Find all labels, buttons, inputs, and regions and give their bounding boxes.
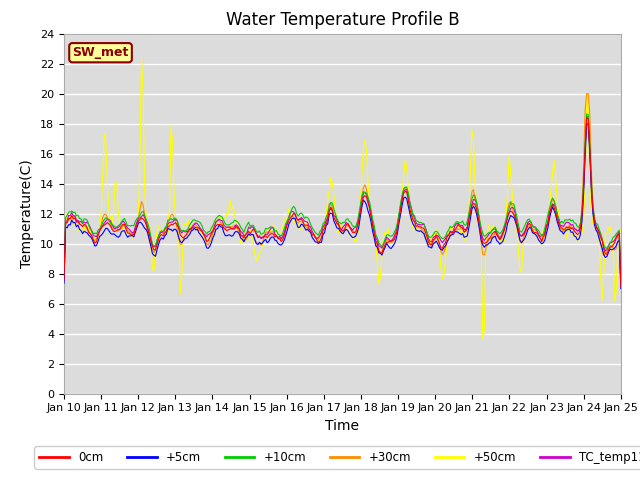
0cm bbox=[583, 115, 591, 120]
+30cm bbox=[583, 91, 591, 96]
+5cm bbox=[129, 232, 136, 238]
+50cm bbox=[129, 235, 136, 241]
+10cm bbox=[588, 178, 595, 183]
TC_temp11 bbox=[254, 234, 262, 240]
+50cm bbox=[60, 224, 68, 230]
Line: +50cm: +50cm bbox=[64, 57, 621, 338]
+50cm bbox=[255, 251, 263, 256]
+5cm bbox=[583, 121, 591, 127]
Legend: 0cm, +5cm, +10cm, +30cm, +50cm, TC_temp11: 0cm, +5cm, +10cm, +30cm, +50cm, TC_temp1… bbox=[35, 446, 640, 469]
+10cm bbox=[60, 274, 68, 280]
TC_temp11 bbox=[226, 224, 234, 230]
+5cm bbox=[244, 231, 252, 237]
+5cm bbox=[617, 286, 625, 291]
TC_temp11 bbox=[60, 277, 68, 283]
Title: Water Temperature Profile B: Water Temperature Profile B bbox=[225, 11, 460, 29]
0cm bbox=[226, 226, 234, 232]
0cm bbox=[588, 182, 595, 188]
+30cm bbox=[244, 231, 252, 237]
+50cm bbox=[305, 230, 313, 236]
+30cm bbox=[226, 224, 234, 229]
0cm bbox=[244, 228, 252, 234]
+10cm bbox=[254, 229, 262, 235]
Y-axis label: Temperature(C): Temperature(C) bbox=[20, 159, 35, 268]
+30cm bbox=[129, 230, 136, 236]
0cm bbox=[60, 276, 68, 282]
Line: +30cm: +30cm bbox=[64, 94, 621, 285]
TC_temp11 bbox=[583, 114, 591, 120]
0cm bbox=[129, 231, 136, 237]
+10cm bbox=[226, 222, 234, 228]
+5cm bbox=[254, 241, 262, 247]
Text: SW_met: SW_met bbox=[72, 46, 129, 59]
+50cm bbox=[589, 221, 596, 227]
+50cm bbox=[479, 336, 486, 341]
+50cm bbox=[138, 54, 145, 60]
Line: +10cm: +10cm bbox=[64, 114, 621, 284]
+10cm bbox=[244, 219, 252, 225]
X-axis label: Time: Time bbox=[325, 419, 360, 433]
TC_temp11 bbox=[617, 282, 625, 288]
TC_temp11 bbox=[303, 219, 311, 225]
TC_temp11 bbox=[129, 229, 136, 235]
+50cm bbox=[228, 207, 236, 213]
+30cm bbox=[617, 282, 625, 288]
+30cm bbox=[254, 241, 262, 247]
+30cm bbox=[303, 226, 311, 231]
+10cm bbox=[583, 111, 591, 117]
Line: +5cm: +5cm bbox=[64, 124, 621, 288]
+10cm bbox=[303, 215, 311, 220]
0cm bbox=[617, 283, 625, 289]
+5cm bbox=[303, 227, 311, 232]
+10cm bbox=[617, 281, 625, 287]
TC_temp11 bbox=[244, 224, 252, 230]
+5cm bbox=[226, 232, 234, 238]
+30cm bbox=[588, 166, 595, 172]
Line: 0cm: 0cm bbox=[64, 118, 621, 286]
+50cm bbox=[246, 227, 254, 232]
+30cm bbox=[60, 279, 68, 285]
+5cm bbox=[588, 187, 595, 193]
0cm bbox=[303, 222, 311, 228]
0cm bbox=[254, 235, 262, 240]
+5cm bbox=[60, 280, 68, 286]
+50cm bbox=[617, 228, 625, 233]
Line: TC_temp11: TC_temp11 bbox=[64, 117, 621, 285]
+10cm bbox=[129, 223, 136, 228]
TC_temp11 bbox=[588, 181, 595, 187]
